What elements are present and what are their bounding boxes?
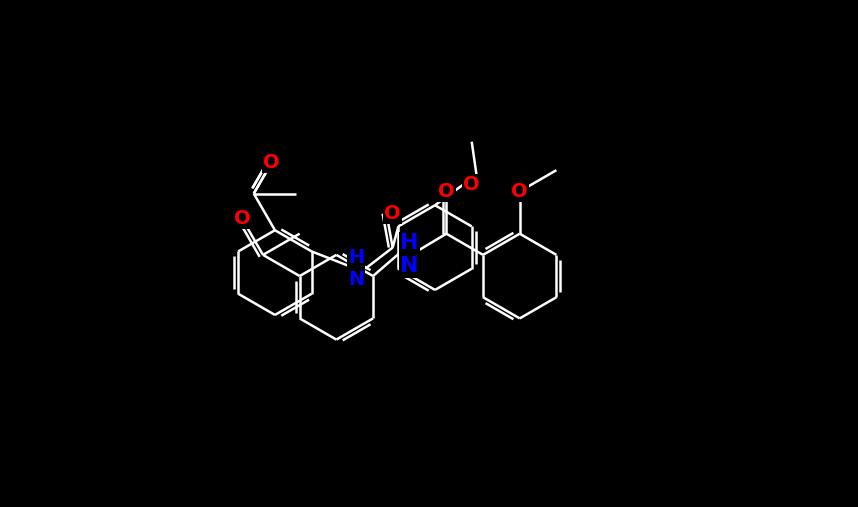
Text: H
N: H N (347, 248, 364, 289)
Text: O: O (233, 209, 251, 228)
Text: O: O (463, 174, 480, 194)
Text: O: O (263, 153, 280, 172)
Text: H
N: H N (401, 233, 419, 276)
Text: O: O (384, 204, 401, 223)
Text: O: O (511, 182, 528, 201)
Text: O: O (438, 182, 455, 201)
